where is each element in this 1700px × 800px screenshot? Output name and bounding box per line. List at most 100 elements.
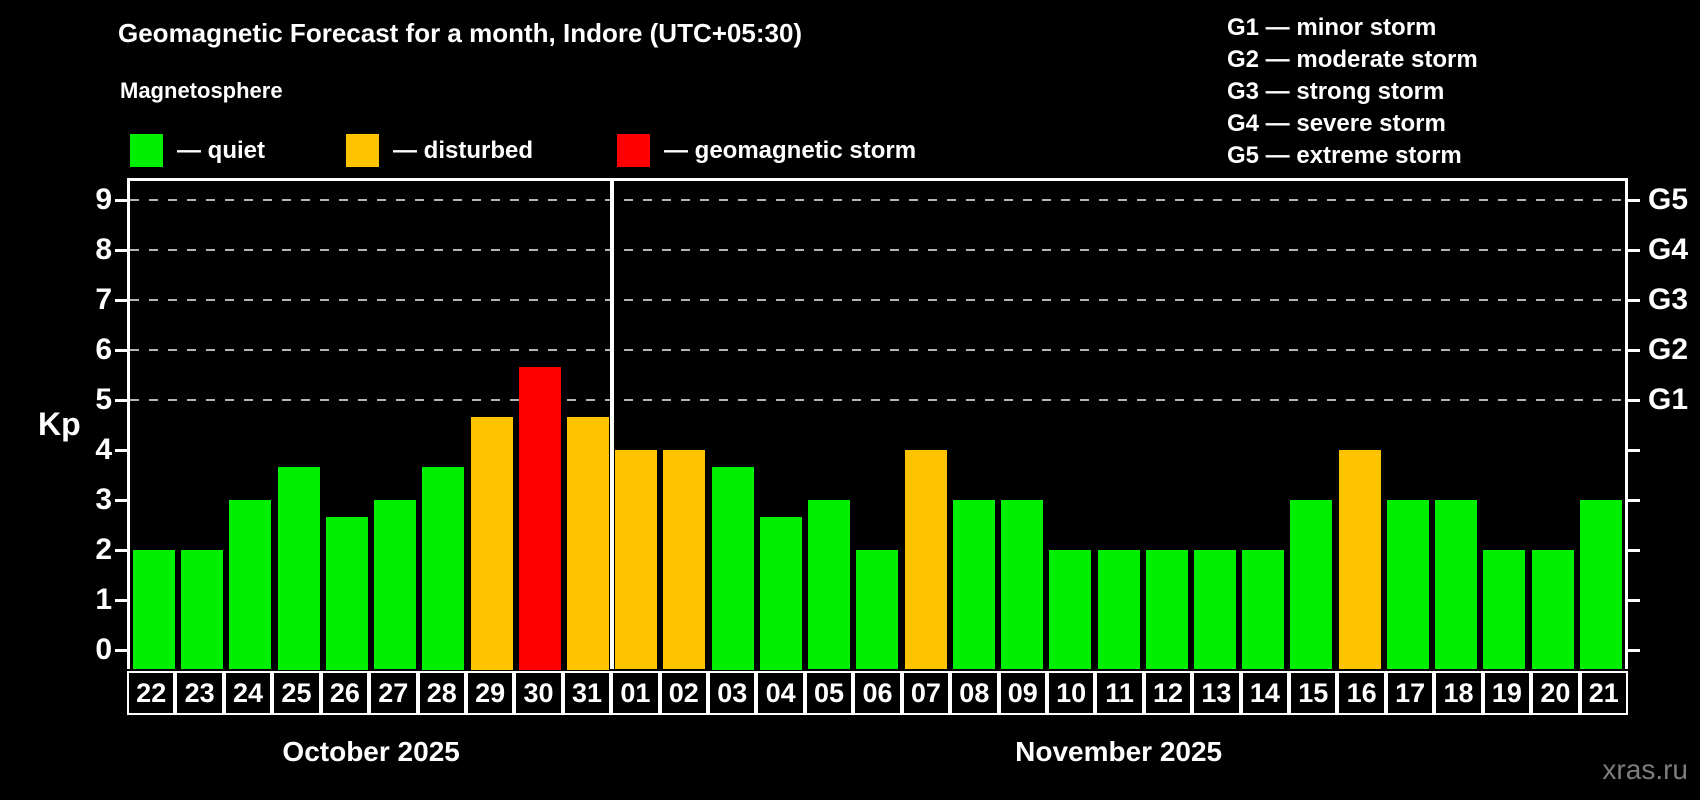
y-axis-label-0: 0 bbox=[95, 633, 112, 666]
day-cell-31: 31 bbox=[562, 671, 612, 715]
legend-label-storm: — geomagnetic storm bbox=[664, 136, 917, 164]
bar-day-25 bbox=[278, 467, 320, 670]
day-cell-29: 29 bbox=[465, 671, 515, 715]
y-tick-right-7 bbox=[1628, 299, 1640, 302]
day-cell-30: 30 bbox=[514, 671, 563, 715]
y-tick-left-4 bbox=[115, 449, 127, 452]
day-cell-15: 15 bbox=[1289, 671, 1338, 715]
bar-day-30 bbox=[519, 367, 561, 670]
bar-day-28 bbox=[422, 467, 464, 670]
day-cell-18: 18 bbox=[1434, 671, 1483, 715]
bar-day-23 bbox=[181, 550, 223, 669]
day-cell-27: 27 bbox=[369, 671, 418, 715]
day-cell-07: 07 bbox=[901, 671, 951, 715]
y-tick-left-1 bbox=[115, 599, 127, 602]
day-cell-01: 01 bbox=[611, 671, 660, 715]
bar-day-31 bbox=[567, 417, 609, 670]
bar-day-16 bbox=[1339, 450, 1381, 669]
day-cell-09: 09 bbox=[998, 671, 1047, 715]
y-axis-title-kp: Kp bbox=[38, 406, 81, 442]
y-axis-label-6: 6 bbox=[95, 333, 112, 366]
plot-area bbox=[127, 178, 1628, 669]
y-axis-label-1: 1 bbox=[95, 583, 112, 616]
y-tick-left-9 bbox=[115, 199, 127, 202]
bar-day-01 bbox=[615, 450, 657, 669]
y-axis-label-3: 3 bbox=[95, 483, 112, 516]
day-cell-16: 16 bbox=[1337, 671, 1386, 715]
storm-scale-legend: G1 — minor storm G2 — moderate storm G3 … bbox=[1227, 12, 1478, 172]
bar-day-14 bbox=[1242, 550, 1284, 669]
y-axis-label-8: 8 bbox=[95, 233, 112, 266]
legend-item-disturbed: — disturbed bbox=[346, 134, 533, 167]
y-tick-left-2 bbox=[115, 549, 127, 552]
bar-day-08 bbox=[953, 500, 995, 669]
y-tick-right-8 bbox=[1628, 249, 1640, 252]
day-cell-02: 02 bbox=[659, 671, 709, 715]
month-label-october: October 2025 bbox=[282, 736, 460, 767]
day-cell-22: 22 bbox=[127, 671, 176, 715]
y-tick-left-5 bbox=[115, 399, 127, 402]
day-cell-04: 04 bbox=[756, 671, 805, 715]
y-tick-right-1 bbox=[1628, 599, 1640, 602]
y-axis-label-9: 9 bbox=[95, 183, 112, 216]
y-tick-left-6 bbox=[115, 349, 127, 352]
y-tick-right-6 bbox=[1628, 349, 1640, 352]
legend-label-disturbed: — disturbed bbox=[393, 136, 534, 164]
bar-day-29 bbox=[471, 417, 513, 670]
day-cell-28: 28 bbox=[417, 671, 466, 715]
storm-scale-g3: G3 — strong storm bbox=[1227, 78, 1445, 105]
y-axis-label-7: 7 bbox=[95, 283, 112, 316]
y-tick-left-7 bbox=[115, 299, 127, 302]
bar-day-11 bbox=[1098, 550, 1140, 669]
bar-day-04 bbox=[760, 517, 802, 670]
gridline-kp6 bbox=[130, 349, 1625, 351]
y-tick-right-5 bbox=[1628, 399, 1640, 402]
magnetosphere-subtitle: Magnetosphere bbox=[120, 78, 283, 103]
bar-day-03 bbox=[712, 467, 754, 670]
y-tick-left-3 bbox=[115, 499, 127, 502]
bar-day-24 bbox=[229, 500, 271, 669]
month-label-november: November 2025 bbox=[1015, 736, 1223, 767]
bar-day-10 bbox=[1049, 550, 1091, 669]
bar-day-13 bbox=[1194, 550, 1236, 669]
bar-day-06 bbox=[856, 550, 898, 669]
bar-day-05 bbox=[808, 500, 850, 669]
watermark: xras.ru bbox=[1602, 754, 1688, 785]
bar-day-21 bbox=[1580, 500, 1622, 669]
day-cell-06: 06 bbox=[853, 671, 902, 715]
y-axis-label-2: 2 bbox=[95, 533, 112, 566]
day-cell-25: 25 bbox=[272, 671, 321, 715]
storm-scale-g5: G5 — extreme storm bbox=[1227, 142, 1462, 169]
day-cell-23: 23 bbox=[175, 671, 224, 715]
day-cell-05: 05 bbox=[804, 671, 854, 715]
g-level-label-g4: G4 bbox=[1648, 233, 1689, 266]
y-tick-left-0 bbox=[115, 649, 127, 652]
g-level-label-g3: G3 bbox=[1648, 283, 1689, 316]
day-cell-19: 19 bbox=[1482, 671, 1532, 715]
storm-color-swatch bbox=[617, 134, 650, 167]
bar-day-07 bbox=[905, 450, 947, 669]
storm-scale-g1: G1 — minor storm bbox=[1227, 14, 1437, 41]
y-tick-right-4 bbox=[1628, 449, 1640, 452]
day-cell-20: 20 bbox=[1531, 671, 1580, 715]
bar-day-09 bbox=[1001, 500, 1043, 669]
bar-day-02 bbox=[663, 450, 705, 669]
storm-scale-g2: G2 — moderate storm bbox=[1227, 46, 1478, 73]
legend-item-storm: — geomagnetic storm bbox=[617, 134, 916, 167]
quiet-color-swatch bbox=[130, 134, 163, 167]
gridline-kp9 bbox=[130, 199, 1625, 201]
y-tick-right-3 bbox=[1628, 499, 1640, 502]
y-tick-right-2 bbox=[1628, 549, 1640, 552]
day-cell-08: 08 bbox=[950, 671, 999, 715]
bar-day-15 bbox=[1290, 500, 1332, 669]
bar-day-27 bbox=[374, 500, 416, 669]
bar-day-17 bbox=[1387, 500, 1429, 669]
y-axis-label-5: 5 bbox=[95, 383, 112, 416]
y-axis-label-4: 4 bbox=[95, 433, 112, 466]
gridline-kp5 bbox=[130, 399, 1625, 401]
bar-day-22 bbox=[133, 550, 175, 669]
day-cell-12: 12 bbox=[1143, 671, 1193, 715]
storm-scale-g4: G4 — severe storm bbox=[1227, 110, 1446, 137]
legend-item-quiet: — quiet bbox=[130, 134, 265, 167]
